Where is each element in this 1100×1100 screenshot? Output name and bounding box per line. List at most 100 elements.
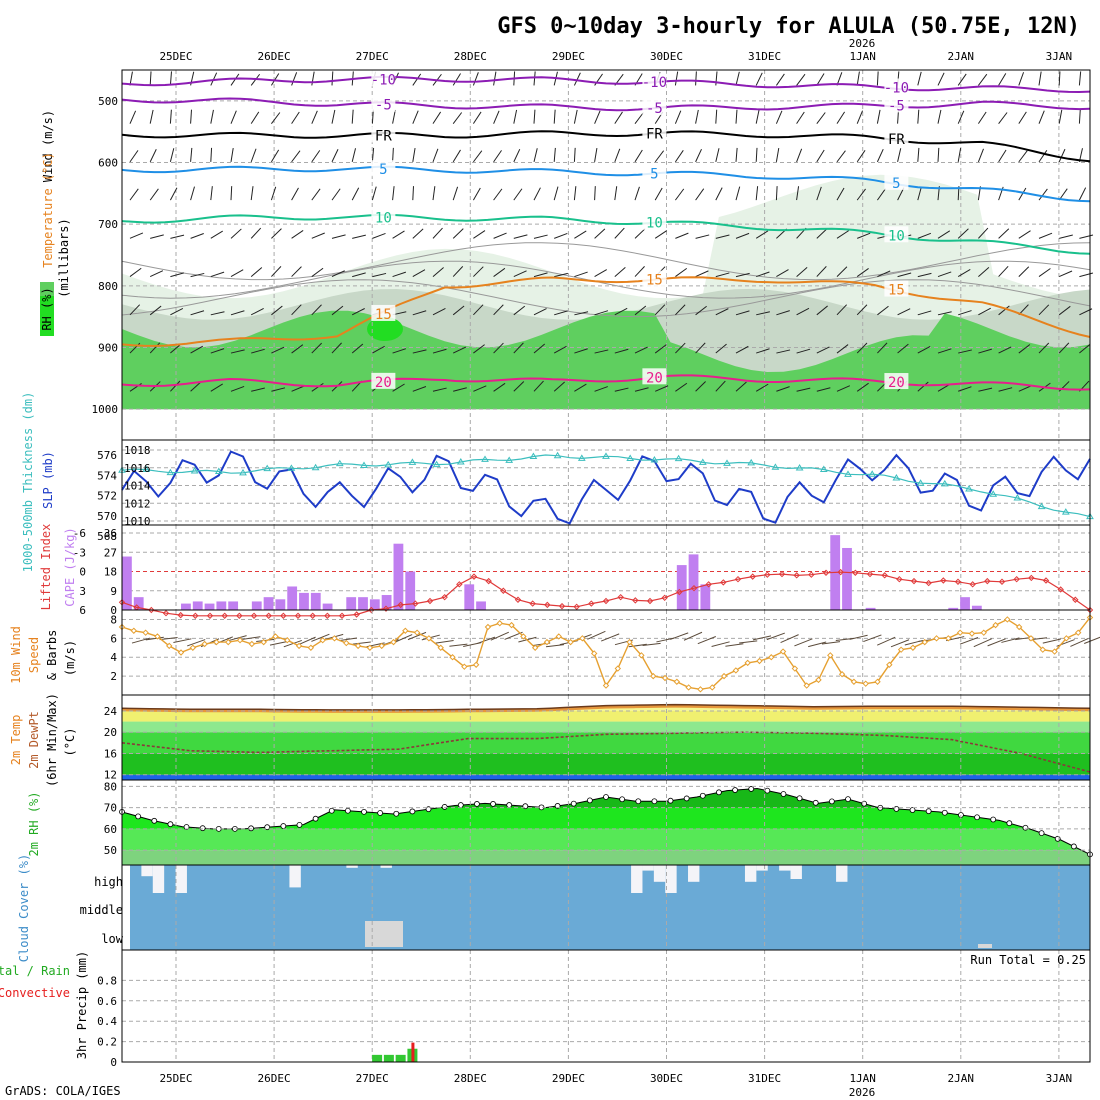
wind-barb [493, 71, 497, 86]
wind-barb [816, 266, 827, 277]
wind-barb [695, 148, 702, 163]
lifted-index-marker [632, 597, 639, 604]
wind-barb [978, 227, 989, 239]
wind10m-marker [650, 672, 657, 680]
rh2m-marker [909, 807, 916, 813]
thickness-marker [311, 463, 320, 471]
cape-bar [842, 547, 852, 610]
wind-barb [594, 310, 609, 316]
wind-barb [594, 110, 601, 124]
wind10m-marker [720, 672, 728, 680]
wind-barb [412, 349, 427, 354]
thickness-marker [384, 460, 393, 468]
ylabel-2mdewpt: 2m DewPt [27, 711, 41, 769]
thickness-marker [723, 459, 731, 466]
li-tick: -3 [73, 546, 86, 559]
pressure-tick: 500 [98, 95, 118, 108]
wind10m-barb [821, 641, 841, 645]
wind-barb [634, 112, 644, 124]
rh2m-marker [199, 825, 206, 832]
wind-barb [857, 232, 871, 239]
wind-barb [735, 381, 747, 392]
thickness-marker [335, 459, 344, 467]
cloud-high-bar [653, 865, 666, 882]
panel-frame [121, 949, 1091, 1063]
cloud-high-bar [141, 865, 153, 877]
top-date-label: 25DEC [159, 50, 192, 63]
ylabel-degc: (°C) [63, 728, 77, 757]
lifted-index-marker [236, 612, 243, 619]
wind-barb [210, 383, 223, 392]
thickness-marker [747, 458, 756, 466]
top-date-label: 30DEC [650, 50, 683, 63]
wind-barb [412, 147, 416, 162]
cloud-high-bar [688, 865, 700, 882]
pressure-tick: 1000 [92, 403, 119, 416]
wind-barb [735, 345, 749, 354]
wind-barb [311, 382, 324, 392]
wind-barb [352, 234, 366, 239]
wind-barb [169, 187, 178, 201]
cloud-low-bar [365, 921, 403, 947]
wind-barb [775, 110, 783, 124]
wind-barb [1038, 268, 1051, 277]
wind-barb [755, 383, 769, 392]
wind-barb [452, 112, 463, 124]
temp-tick: 24 [104, 705, 118, 718]
bottom-date-ticks: 25DEC 26DEC 27DEC 28DEC 29DEC 30DEC 31DEC 1JAN 2… [159, 1072, 1072, 1085]
ylabel-2mtemp: 2m Temp [9, 715, 23, 766]
wind-barb [190, 310, 205, 316]
wind10m-marker [1063, 635, 1070, 642]
lifted-index-marker [852, 569, 859, 576]
wind-barb [937, 109, 942, 124]
wind-barb [796, 186, 800, 201]
wind-barb [1058, 109, 1063, 124]
wind-barb [978, 73, 988, 86]
rh2m-marker [344, 807, 351, 814]
wind10m-marker [225, 638, 232, 646]
wind-barb [1018, 150, 1028, 163]
wind-barb [594, 386, 608, 392]
wind-barb [150, 234, 164, 239]
thickness-marker [432, 460, 441, 468]
wind10m-barb [601, 633, 620, 642]
cloud-high-bar [836, 865, 848, 882]
wind-barb [674, 71, 679, 86]
wind-barb [493, 188, 503, 201]
wind-barb [796, 148, 803, 163]
wind-barb [1059, 270, 1073, 278]
thickness-marker [819, 465, 828, 473]
wind10m-barb [1084, 636, 1100, 644]
wind-barb [311, 110, 318, 124]
wind-barb [129, 304, 141, 316]
wind-barb [149, 109, 154, 124]
wind-barb [675, 342, 686, 354]
thickness-marker [965, 485, 973, 492]
wind-barb [594, 186, 596, 201]
rh2m-marker [716, 789, 722, 796]
wind10m-barb [490, 631, 510, 641]
wind-barb [836, 150, 846, 163]
wind-barb [230, 73, 240, 86]
wind-barb [271, 305, 283, 316]
wind-barb [917, 109, 920, 124]
wind-barb [412, 73, 422, 86]
rh2m-tick: 60 [104, 823, 117, 836]
wind10m-marker [130, 627, 138, 634]
wind-barb [149, 149, 157, 163]
rh-bright-spot [367, 317, 403, 341]
wind10m-marker [945, 635, 952, 642]
wind-barb [1018, 72, 1025, 86]
wind-barb [856, 150, 866, 163]
wind-barb [412, 228, 424, 239]
wind-barb [432, 186, 436, 201]
wind10m-barb [476, 636, 496, 645]
wind-barb [634, 228, 646, 239]
wind-barb [917, 147, 920, 162]
rh-band-70 [122, 310, 1090, 410]
wind-barb [998, 387, 1013, 392]
wind10m-marker [1039, 646, 1046, 653]
wind10m-barb [973, 638, 993, 648]
wind-barb [452, 305, 465, 316]
